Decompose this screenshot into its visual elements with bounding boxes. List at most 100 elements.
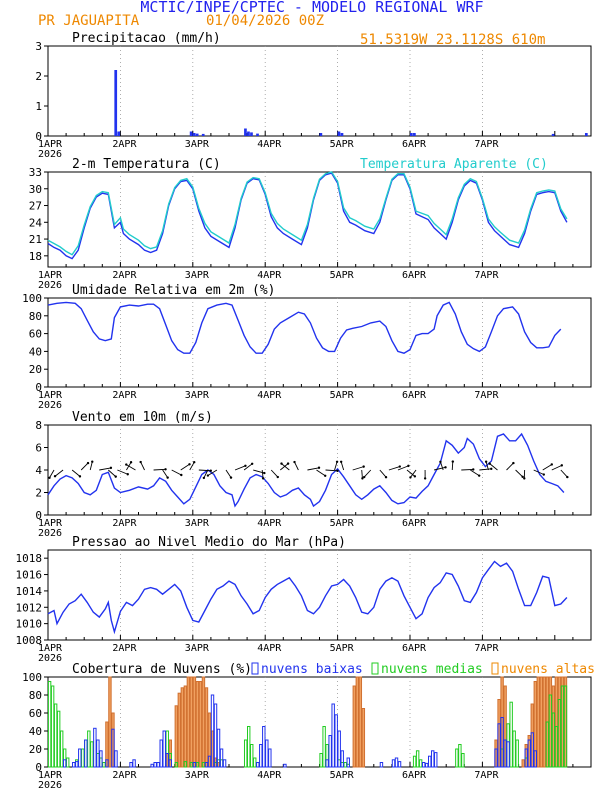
y-tick-label: 1014 (16, 585, 43, 598)
cloud-bar-orange (183, 685, 188, 768)
wind-arrow-head (384, 475, 388, 479)
wind-arrow (108, 469, 117, 477)
panel-frame (47, 549, 592, 641)
cloud-bar-green (458, 744, 462, 768)
cloud-bar-blue (283, 763, 287, 768)
cloud-bar-orange (536, 676, 541, 768)
cloud-bar-green (53, 703, 58, 768)
wind-arrow (117, 469, 128, 475)
wind-arrow (54, 469, 64, 477)
legend-swatch-blue (251, 662, 259, 675)
y-tick-label: 20 (29, 363, 42, 376)
x-day-label: 4APR (257, 643, 282, 654)
cloud-bar-orange (358, 676, 363, 768)
wind-arrow (440, 461, 444, 471)
y-tick-label: 1018 (16, 552, 43, 565)
panel-title: Cobertura de Nuvens (%) (72, 662, 252, 677)
cloud-bar-green (174, 762, 179, 768)
precip-bar (410, 133, 413, 136)
wind-arrow-head (286, 462, 290, 465)
cloud-bar-orange (198, 681, 203, 768)
y-tick-label: 24 (29, 216, 43, 229)
legend-label-blue: nuvens baixas (261, 662, 363, 677)
cloud-bar-green (412, 755, 417, 768)
wind-arrow (533, 469, 544, 475)
wind-arrow (307, 467, 320, 471)
panel-2: 18 21 24 27 30 33 1APR 2APR 3APR 4APR 5APR 6APR 7APR… (29, 157, 592, 291)
wind-arrow (316, 469, 326, 477)
cloud-bar-blue (84, 739, 88, 768)
wind-arrow-head (484, 460, 488, 463)
y-tick-label: 40 (29, 345, 42, 358)
wind-arrow (352, 466, 364, 471)
cloud-bar-green (563, 685, 568, 768)
legend-label-green: nuvens medias (381, 662, 483, 677)
x-day-label: 5APR (330, 270, 355, 281)
cloud-bar-blue (159, 739, 163, 768)
cloud-bar-blue (497, 723, 501, 768)
cloud-bar-blue (210, 694, 215, 768)
cloud-bar-green (247, 726, 251, 768)
y-tick-label: 30 (29, 183, 42, 196)
cloud-bar-blue (78, 748, 82, 768)
wind-arrow-head (202, 476, 206, 480)
wind-arrow-head (324, 474, 327, 477)
wind-arrow-head (423, 477, 427, 480)
x-day-label: 5APR (330, 643, 355, 654)
y-tick-label: 21 (29, 233, 42, 246)
wind-arrow (99, 467, 111, 471)
x-day-label: 1APR (38, 390, 63, 401)
wind-arrow-head (444, 466, 447, 469)
cloud-bar-green (243, 739, 248, 768)
cloud-bar-blue (204, 762, 209, 768)
cloud-bar-orange (542, 676, 547, 768)
wind-arrow-head (409, 476, 412, 479)
wind-arrow-head (114, 475, 117, 478)
wind-arrow-head (276, 475, 279, 479)
cloud-bar-blue (222, 759, 227, 768)
y-tick-label: 0 (35, 761, 42, 774)
cloud-bar-blue (503, 739, 507, 768)
wind-arrow-head (229, 476, 233, 479)
wind-arrow (560, 469, 568, 478)
y-tick-label: 18 (29, 250, 42, 263)
cloud-bar-blue (259, 744, 263, 768)
x-day-label: 7APR (474, 770, 499, 781)
cloud-bar-green (415, 750, 420, 768)
legend-swatch-orange (491, 662, 499, 675)
x-day-label: 2APR (112, 270, 137, 281)
panel-1: 0 1 2 3 1APR 2APR 3APR 4APR 5APR 6APR 7APR 2026 Prec… (35, 31, 592, 160)
wind-arrow (451, 461, 454, 471)
wind-arrow-head (129, 461, 133, 464)
wind-arrow (207, 469, 218, 476)
wind-arrow-head (413, 475, 417, 478)
cloud-bar-green (56, 710, 61, 768)
wind-arrow-head (542, 473, 545, 476)
y-tick-label: 6 (35, 442, 42, 455)
y-tick-label: 2 (35, 70, 42, 83)
wind-arrow (434, 466, 446, 471)
wind-arrow-head (53, 475, 57, 478)
cloud-bar-blue (394, 757, 399, 768)
cloud-bar-orange (361, 708, 366, 768)
x-year-label: 2026 (38, 653, 62, 664)
wind-arrow-head (566, 475, 569, 479)
x-day-label: 3APR (185, 643, 210, 654)
x-day-label: 1APR (38, 270, 63, 281)
precip-bar (340, 133, 344, 136)
wind-arrow-head (188, 463, 191, 466)
wind-arrow-head (91, 460, 94, 463)
cloud-bar-blue (165, 753, 169, 768)
x-day-label: 1APR (38, 139, 63, 150)
cloud-bar-green (81, 748, 85, 768)
precip-bar (247, 131, 250, 136)
cloud-bar-orange (174, 705, 179, 768)
cloud-bar-blue (431, 750, 435, 768)
wind-arrow (71, 469, 81, 477)
cloud-bar-blue (114, 750, 118, 768)
series-line-1 (47, 432, 565, 508)
cloud-bar-blue (153, 762, 157, 768)
wind-arrow (388, 466, 400, 471)
x-day-label: 6APR (402, 390, 427, 401)
